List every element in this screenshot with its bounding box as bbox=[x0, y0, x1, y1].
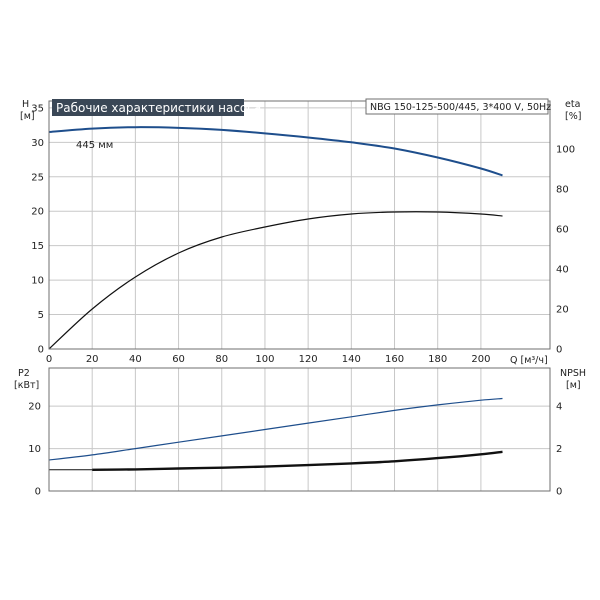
x-tick-label: 100 bbox=[255, 354, 274, 365]
impeller-diameter-annotation: 445 мм bbox=[76, 140, 113, 151]
top-chart-grid bbox=[49, 101, 550, 349]
h-tick-label: 30 bbox=[31, 138, 44, 149]
eta-tick-label: 20 bbox=[556, 305, 569, 316]
npsh-tick-label: 0 bbox=[556, 487, 562, 498]
h-tick-label: 20 bbox=[31, 207, 44, 218]
series-line-npsh bbox=[92, 450, 503, 471]
h-tick-label: 10 bbox=[31, 276, 44, 287]
p2-axis-label: P2 bbox=[18, 368, 30, 379]
chart-title-box bbox=[52, 99, 244, 116]
x-tick-label: 20 bbox=[86, 354, 99, 365]
h-axis-unit: [м] bbox=[20, 111, 35, 122]
pump-model-label: NBG 150-125-500/445, 3*400 V, 50Hz bbox=[370, 102, 551, 113]
x-tick-label: 180 bbox=[428, 354, 447, 365]
series-line-eta bbox=[48, 211, 503, 350]
h-tick-label: 0 bbox=[38, 345, 44, 356]
npsh-axis-unit: [м] bbox=[566, 380, 581, 391]
eta-axis-unit: [%] bbox=[565, 111, 581, 122]
x-tick-label: 0 bbox=[46, 354, 52, 365]
h-tick-label: 25 bbox=[31, 172, 44, 183]
q-axis-label: Q [м³/ч] bbox=[510, 355, 548, 366]
bottom-chart-ticks: 0 10 20 0 2 4 bbox=[28, 402, 562, 498]
p2-tick-label: 20 bbox=[28, 402, 41, 413]
x-tick-label: 60 bbox=[172, 354, 185, 365]
bottom-chart-series bbox=[48, 397, 503, 471]
h-tick-label: 35 bbox=[31, 103, 44, 114]
p2-tick-label: 10 bbox=[28, 444, 41, 455]
eta-tick-label: 40 bbox=[556, 265, 569, 276]
x-tick-label: 200 bbox=[471, 354, 490, 365]
npsh-tick-label: 2 bbox=[556, 444, 562, 455]
h-axis-label: H bbox=[22, 99, 29, 110]
npsh-tick-label: 4 bbox=[556, 402, 562, 413]
eta-tick-label: 60 bbox=[556, 225, 569, 236]
eta-tick-label: 0 bbox=[556, 345, 562, 356]
x-tick-label: 80 bbox=[215, 354, 228, 365]
bottom-chart-frame bbox=[48, 367, 551, 492]
series-line-p2 bbox=[48, 397, 503, 461]
eta-axis-label: eta bbox=[565, 99, 580, 110]
x-tick-label: 160 bbox=[385, 354, 404, 365]
x-tick-label: 40 bbox=[129, 354, 142, 365]
top-chart-series bbox=[48, 126, 503, 350]
x-tick-label: 120 bbox=[299, 354, 318, 365]
h-tick-label: 15 bbox=[31, 241, 44, 252]
series-line-h bbox=[48, 126, 503, 177]
p2-tick-label: 0 bbox=[35, 487, 41, 498]
p2-axis-unit: [кВт] bbox=[14, 380, 39, 391]
h-tick-label: 5 bbox=[38, 310, 44, 321]
chart-title: Рабочие характеристики насоса bbox=[56, 101, 261, 115]
bottom-chart-grid bbox=[49, 368, 550, 491]
npsh-axis-label: NPSH bbox=[560, 368, 586, 379]
model-box bbox=[365, 98, 549, 115]
top-chart-frame bbox=[48, 100, 551, 350]
eta-tick-label: 100 bbox=[556, 145, 575, 156]
eta-tick-label: 80 bbox=[556, 185, 569, 196]
x-tick-label: 140 bbox=[342, 354, 361, 365]
top-chart-ticks: 0 20 40 60 80 100 120 140 160 180 2000510152025303… bbox=[31, 103, 575, 365]
